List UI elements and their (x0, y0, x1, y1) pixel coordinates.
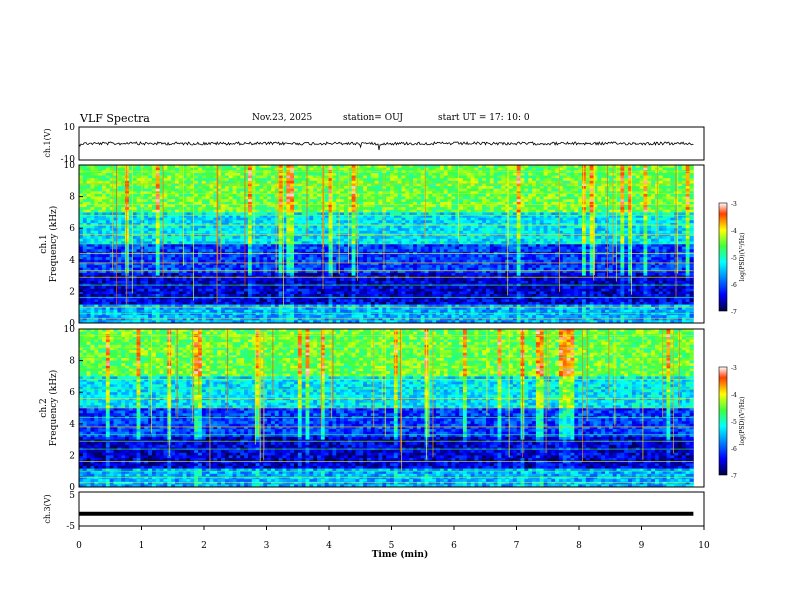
ch1-ylabel: ch.1(V) (43, 128, 52, 157)
ch2-spectrogram-frame (78, 328, 705, 488)
cbar1-tick-0: -3 (731, 201, 737, 208)
ch2-colorbar: -3 -4 -5 -6 -7 log(PSD)(V²/Hz) (718, 365, 746, 480)
ch3-ytick-bottom: -5 (66, 522, 75, 532)
spec1-ytick-8: 8 (69, 193, 75, 203)
time-tick-0: 0 (76, 541, 82, 551)
spec2-ytick-8: 8 (69, 357, 75, 367)
cbar2-label: log(PSD)(V²/Hz) (739, 397, 746, 446)
ch1-spectrogram-ylabel-line1: ch.1 (39, 234, 49, 253)
cbar1-tick-1: -4 (731, 228, 737, 235)
date-label: Nov.23, 2025 (252, 113, 313, 123)
cbar1-gradient (718, 202, 728, 312)
ch3-ylabel: ch.3(V) (43, 494, 52, 523)
spec1-ytick-10: 10 (64, 161, 76, 171)
cbar1-tick-4: -7 (731, 309, 737, 316)
ch3-waveform-frame (78, 491, 705, 527)
time-tick-7: 7 (514, 541, 520, 551)
spec1-ytick-0: 0 (69, 319, 75, 329)
time-axis-label: Time (min) (372, 549, 429, 560)
time-tick-10: 10 (698, 541, 710, 551)
time-tick-6: 6 (451, 541, 457, 551)
figure-title: VLF Spectra (80, 112, 150, 125)
ch2-spectrogram-ylabel-line1: ch.2 (39, 398, 49, 417)
ch1-waveform-panel: 10 -10 ch.1(V) (43, 123, 705, 165)
time-tick-9: 9 (639, 541, 645, 551)
spec2-ytick-6: 6 (69, 388, 75, 398)
spec2-ytick-10: 10 (64, 325, 76, 335)
time-tick-1: 1 (139, 541, 145, 551)
cbar1-tick-2: -5 (731, 255, 737, 262)
ch1-spectrogram-ylabel-line2: Frequency (kHz) (48, 206, 59, 283)
cbar2-tick-0: -3 (731, 365, 737, 372)
ch1-spectrogram-panel: 0 2 4 6 8 10 ch.1 Frequency (kHz) -3 -4 -5 -6 -7 l… (39, 161, 746, 329)
start-time-label: start UT = 17: 10: 0 (438, 113, 530, 123)
time-tick-2: 2 (201, 541, 207, 551)
spec1-ytick-6: 6 (69, 224, 75, 234)
spec1-ytick-4: 4 (69, 256, 75, 266)
cbar2-tick-2: -5 (731, 419, 737, 426)
cbar2-tick-1: -4 (731, 392, 737, 399)
time-tick-4: 4 (326, 541, 332, 551)
ch2-spectrogram-panel: 0 2 4 6 8 10 ch.2 Frequency (kHz) -3 -4 -5 -6 -7 l… (39, 325, 746, 493)
time-tick-5: 5 (389, 541, 395, 551)
time-axis: 0 1 2 3 4 5 6 7 8 9 10 (76, 526, 710, 551)
spec2-ytick-2: 2 (69, 451, 75, 461)
ch3-ytick-top: 5 (69, 491, 75, 501)
spec2-ytick-4: 4 (69, 420, 75, 430)
ch1-ytick-top: 10 (64, 123, 76, 133)
spec2-ytick-0: 0 (69, 483, 75, 493)
spec1-ytick-2: 2 (69, 287, 75, 297)
ch1-ytick-bottom: -10 (61, 155, 76, 165)
ch2-spectrogram-image (79, 329, 704, 488)
cbar1-tick-3: -6 (731, 282, 737, 289)
ch1-spectrogram-image (79, 165, 704, 324)
ch3-waveform-panel: 5 -5 ch.3(V) (43, 491, 705, 532)
cbar2-tick-3: -6 (731, 446, 737, 453)
ch1-spectrogram-frame (78, 164, 705, 324)
ch1-colorbar: -3 -4 -5 -6 -7 log(PSD)(V²/Hz) (718, 201, 746, 316)
ch1-waveform-trace (78, 141, 694, 151)
ch2-spectrogram-ylabel-line2: Frequency (kHz) (48, 370, 59, 447)
time-tick-3: 3 (264, 541, 270, 551)
cbar2-tick-4: -7 (731, 473, 737, 480)
cbar2-gradient (718, 366, 728, 476)
cbar1-label: log(PSD)(V²/Hz) (739, 233, 746, 282)
time-tick-8: 8 (576, 541, 582, 551)
station-label: station= OUJ (343, 113, 404, 123)
